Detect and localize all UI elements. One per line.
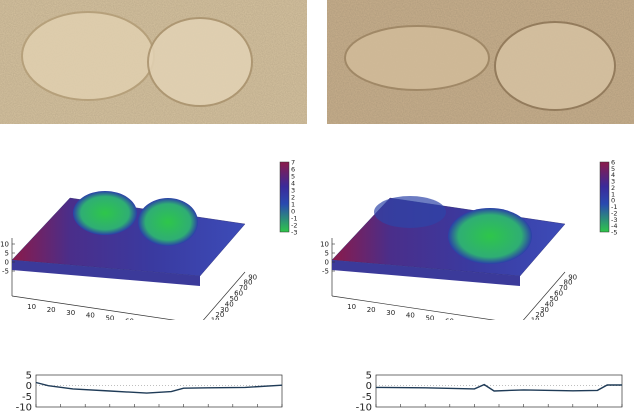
y-tick-label: 80 <box>564 279 573 287</box>
colorbar-tick-label: -1 <box>291 215 297 223</box>
footprint-left <box>21 11 155 101</box>
colorbar-tick-label: 4 <box>291 180 295 188</box>
profile-frame <box>35 374 283 408</box>
y-tick-label: 50 <box>229 295 238 303</box>
surface-plot-left: 1050-51020304050607080901020304050607080… <box>0 140 320 335</box>
colorbar-tick-label: -1 <box>611 203 617 211</box>
depression-2 <box>448 208 532 264</box>
y-tick-label: 90 <box>248 273 257 281</box>
y-tick-label: 20 <box>535 311 544 319</box>
x-tick-label: 50 <box>425 315 434 320</box>
colorbar-tick-label: 3 <box>291 187 295 195</box>
colorbar-tick-label: 1 <box>611 190 615 198</box>
z-tick-label: 10 <box>320 241 329 249</box>
colorbar-tick-label: 3 <box>611 178 615 186</box>
colorbar-tick-label: 2 <box>291 194 295 202</box>
profile-y-tick-label: 0 <box>366 381 372 392</box>
x-tick-label: 20 <box>47 306 56 314</box>
profile-line <box>35 381 283 394</box>
x-tick-label: 50 <box>105 315 114 320</box>
x-tick-label: 30 <box>66 309 75 317</box>
y-tick-label: 60 <box>554 290 563 298</box>
colorbar-tick-label: 4 <box>611 171 615 179</box>
profile-plot-left: 5 0 -5 -10 <box>0 370 300 414</box>
profile-line <box>375 383 622 392</box>
x-tick-label: 60 <box>125 318 134 321</box>
x-tick-label: 30 <box>386 309 395 317</box>
depression-2 <box>138 198 198 246</box>
profile-y-tick-label: 5 <box>26 371 32 382</box>
surface-skirt <box>332 260 520 286</box>
colorbar-tick-label: -3 <box>291 229 297 237</box>
colorbar <box>599 161 610 233</box>
y-tick-label: 40 <box>225 300 234 308</box>
y-tick-label: 90 <box>568 273 577 281</box>
x-tick-label: 40 <box>86 312 95 320</box>
x-tick-label: 10 <box>347 303 356 311</box>
y-tick-label: 40 <box>545 300 554 308</box>
colorbar-tick-label: 0 <box>611 197 615 205</box>
footprint-left <box>344 25 490 91</box>
x-tick-label: 10 <box>27 303 36 311</box>
profile-y-tick-label: 0 <box>26 381 32 392</box>
depression-1 <box>374 196 446 228</box>
colorbar-tick-label: 1 <box>291 201 295 209</box>
y-tick-label: 30 <box>220 306 229 314</box>
footprint-right <box>147 17 253 107</box>
profile-y-tick-label: -5 <box>22 392 32 403</box>
profile-y-tick-label: -10 <box>356 403 372 413</box>
y-tick-label: 70 <box>559 284 568 292</box>
y-tick-label: 60 <box>234 290 243 298</box>
y-tick-label: 80 <box>244 279 253 287</box>
colorbar-tick-label: 6 <box>611 159 615 167</box>
colorbar <box>279 161 290 233</box>
profile-y-tick-label: -5 <box>362 392 372 403</box>
y-tick-label: 70 <box>239 284 248 292</box>
colorbar-tick-label: 6 <box>291 166 295 174</box>
y-tick-label: 20 <box>215 311 224 319</box>
colorbar-tick-label: 0 <box>291 208 295 216</box>
x-tick-label: 20 <box>367 306 376 314</box>
profile-y-tick-label: 5 <box>366 371 372 382</box>
y-tick-label: 30 <box>540 306 549 314</box>
surface-plot-right: 1050-51020304050607080901020304050607080… <box>320 140 640 335</box>
y-tick-label: 50 <box>549 295 558 303</box>
colorbar-tick-label: 5 <box>611 165 615 173</box>
footprint-right <box>494 21 616 111</box>
colorbar-tick-label: 2 <box>611 184 615 192</box>
colorbar-tick-label: 7 <box>291 159 295 167</box>
colorbar-tick-label: -2 <box>291 222 297 230</box>
z-tick-label: 10 <box>0 241 9 249</box>
x-tick-label: 40 <box>406 312 415 320</box>
colorbar-tick-label: -3 <box>611 216 617 224</box>
colorbar-tick-label: -2 <box>611 209 617 217</box>
profile-plot-right: 5 0 -5 -10 <box>340 370 640 414</box>
sand-photo-right <box>327 0 634 124</box>
profile-y-tick-label: -10 <box>16 403 32 413</box>
x-tick-label: 60 <box>445 318 454 321</box>
depression-1 <box>73 191 137 235</box>
z-tick-label: 0 <box>325 259 329 267</box>
colorbar-tick-label: -5 <box>611 229 617 237</box>
z-tick-label: 0 <box>5 259 9 267</box>
z-tick-label: 5 <box>325 250 329 258</box>
z-tick-label: -5 <box>322 268 329 276</box>
colorbar-tick-label: 5 <box>291 173 295 181</box>
sand-photo-left <box>0 0 307 124</box>
surface-skirt <box>12 260 200 286</box>
z-tick-label: -5 <box>2 268 9 276</box>
z-tick-label: 5 <box>5 250 9 258</box>
colorbar-tick-label: -4 <box>611 222 617 230</box>
